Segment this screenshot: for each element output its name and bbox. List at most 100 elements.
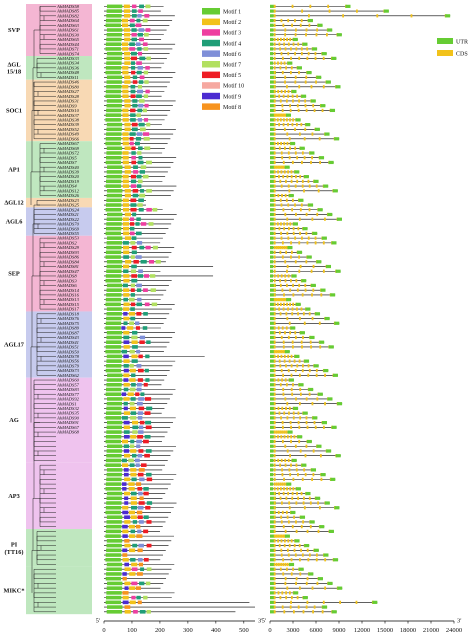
motif-box [139, 37, 144, 42]
gene-label: AhMADS77 [56, 392, 80, 397]
cds-box [273, 515, 276, 519]
cds-box [273, 108, 276, 113]
cds-box [305, 416, 308, 420]
gene-label: AhMADS44 [56, 42, 80, 47]
cds-box [300, 52, 303, 56]
cds-box [273, 463, 276, 467]
motif-box [128, 482, 135, 486]
cds-box [284, 146, 286, 150]
cds-box [285, 364, 287, 368]
utr-box [311, 468, 317, 472]
utr-box [270, 383, 275, 387]
motif-box [143, 491, 149, 496]
cds-box [298, 543, 301, 548]
motif-box [145, 66, 150, 70]
cds-box [290, 179, 293, 183]
motif-box [106, 515, 123, 520]
utr-box [270, 274, 274, 278]
cds-box [287, 539, 290, 543]
utr-box [270, 435, 274, 439]
utr-box [270, 245, 274, 250]
motif-box [131, 250, 137, 255]
utr-box [270, 14, 274, 18]
utr-box [270, 241, 274, 245]
motif-box [135, 23, 142, 28]
utr-box [270, 506, 276, 510]
cds-box [299, 208, 302, 212]
cds-box [296, 288, 299, 292]
cds-box [280, 416, 282, 420]
cds-box [290, 364, 293, 368]
motif-box [122, 572, 127, 576]
cds-box [283, 222, 285, 226]
motif-box [131, 4, 137, 9]
cds-box [273, 184, 276, 188]
utr-box [270, 572, 275, 576]
motif-box [146, 189, 152, 193]
cds-box [305, 444, 308, 448]
utr-box [319, 525, 325, 529]
utr-box [309, 520, 315, 524]
cds-box [305, 397, 308, 401]
utr-box [270, 558, 276, 562]
motif-box [131, 581, 138, 586]
motif-box [137, 453, 143, 458]
cds-box [286, 435, 289, 439]
motif-box [121, 326, 126, 330]
utr-box [305, 307, 311, 311]
gene-label: AhMADS22 [56, 217, 80, 222]
cds-box [273, 28, 276, 32]
cds-box [280, 231, 282, 236]
gene-label: AhMADS21 [56, 212, 79, 217]
cds-box [305, 605, 308, 609]
cds-box [302, 335, 304, 340]
motif-box [144, 103, 149, 108]
cds-box [298, 439, 301, 444]
utr-box [284, 165, 290, 169]
motif-box [106, 425, 123, 430]
cds-box [282, 165, 285, 169]
utr-box [320, 288, 326, 292]
utr-box [336, 217, 342, 221]
cds-box [273, 212, 276, 217]
cds-box [286, 217, 289, 221]
motif-box [131, 382, 136, 387]
motif-box [137, 151, 142, 155]
cds-box [300, 548, 303, 552]
cds-box [280, 539, 283, 543]
cds-box [273, 312, 276, 316]
cds-box [284, 212, 287, 217]
cds-box [304, 288, 307, 292]
utr-box [317, 208, 323, 212]
motif-box [143, 382, 148, 387]
utr-box [270, 175, 275, 179]
cds-box [273, 383, 276, 387]
cds-box [273, 14, 276, 18]
gene-label: AhMADS65 [56, 37, 80, 42]
motif-box [129, 364, 134, 368]
motif-box [136, 61, 142, 65]
motif-box [122, 84, 129, 89]
motif-box [130, 302, 136, 307]
gene-label: AhMADS12 [56, 188, 80, 193]
motif-box [131, 28, 137, 32]
cds-box [278, 491, 281, 496]
cds-box [273, 326, 276, 330]
motif-box [145, 449, 152, 453]
gene-label: AhMADS84 [56, 259, 80, 264]
cds-box [285, 591, 288, 595]
motif-box [122, 505, 129, 510]
cds-box [305, 28, 308, 32]
motif-box [130, 397, 136, 401]
cds-box [289, 421, 292, 425]
cds-box [276, 302, 279, 306]
legend-swatch [202, 8, 220, 15]
motif-box [135, 42, 141, 47]
utr-box [383, 9, 389, 13]
cds-box [290, 439, 292, 444]
cds-box [278, 42, 281, 46]
cds-box [273, 18, 276, 23]
utr-box [335, 454, 341, 458]
motif-box [105, 345, 122, 349]
tick-label: 200 [155, 627, 165, 634]
